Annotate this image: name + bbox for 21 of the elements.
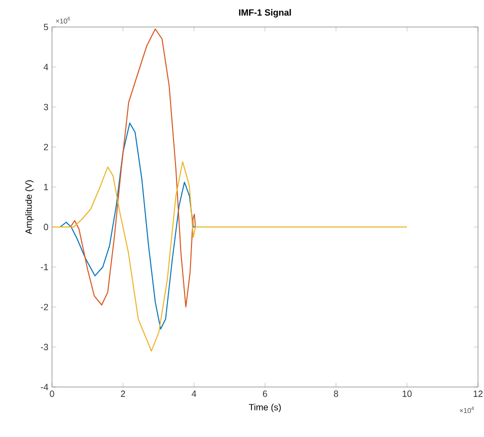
chart-title: IMF-1 Signal [239, 9, 291, 18]
y-tick-label: 4 [44, 64, 48, 70]
x-axis-title: Time (s) [248, 404, 281, 412]
x-tick-label: 8 [334, 390, 338, 397]
line-series [52, 161, 408, 352]
y-tick-label: -2 [40, 304, 48, 310]
x-tick-label: 2 [120, 390, 126, 397]
y-tick-label: 1 [44, 184, 48, 190]
y-tick-label: 3 [44, 104, 48, 110]
x-tick-label: 0 [50, 390, 54, 397]
y-tick-label: -1 [40, 264, 48, 270]
x-tick-label: 4 [192, 390, 196, 397]
y-tick-label: 5 [44, 24, 48, 30]
y-tick-label: 2 [44, 144, 48, 150]
y-tick-label: -4 [40, 384, 48, 390]
x-tick-label: 12 [474, 390, 483, 397]
y-axis-title: Amplitude (V) [25, 180, 34, 234]
y-tick-label: 0 [44, 224, 48, 230]
y-tick-label: -3 [40, 344, 48, 350]
x-tick-label: 10 [402, 390, 412, 397]
x-tick-label: 6 [262, 390, 268, 397]
